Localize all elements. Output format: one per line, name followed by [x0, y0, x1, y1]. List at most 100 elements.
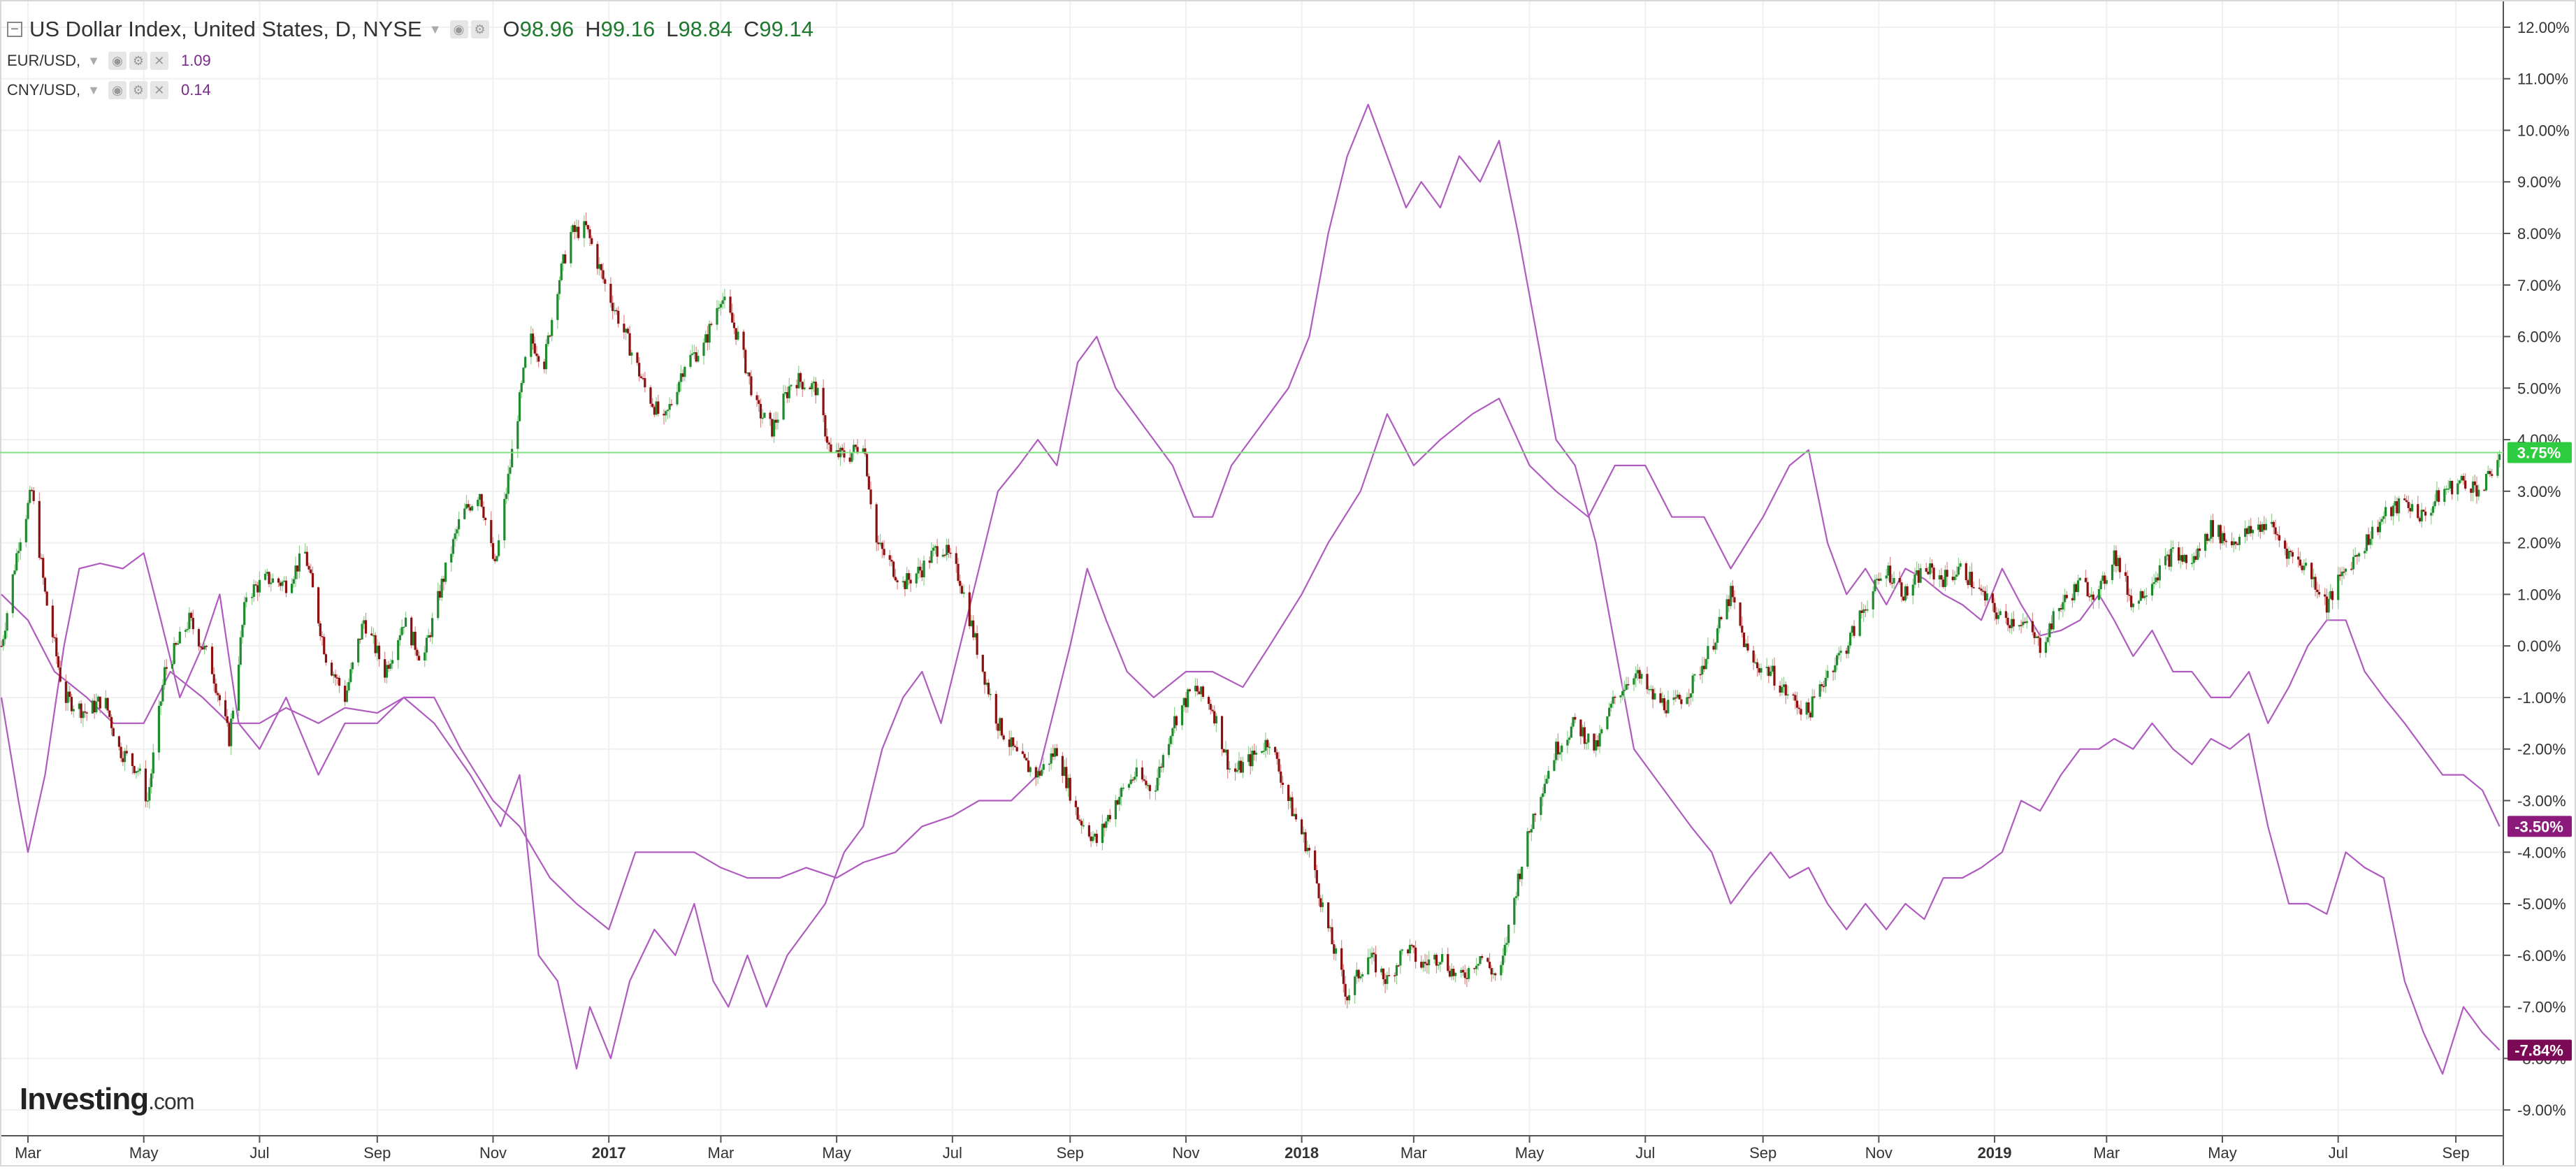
candle-body: [2143, 595, 2146, 598]
candle-body: [1454, 972, 1457, 976]
candle-body: [64, 681, 67, 703]
candle-body: [437, 591, 440, 619]
candle-body: [2430, 512, 2433, 516]
candle-body: [2206, 533, 2208, 541]
chevron-down-icon[interactable]: ▼: [428, 22, 442, 36]
candle-body: [1209, 704, 1212, 710]
candle-body: [2257, 524, 2260, 530]
eye-icon[interactable]: ◉: [108, 81, 126, 99]
candle-body: [417, 656, 421, 661]
candle-body: [1291, 797, 1294, 816]
candle-body: [2384, 507, 2387, 517]
candle-body: [1860, 610, 1863, 613]
candle-body: [1141, 767, 1144, 780]
candle-body: [681, 373, 684, 377]
candle-body: [1890, 582, 1893, 584]
candle-body: [1106, 815, 1110, 822]
eye-icon[interactable]: ◉: [108, 52, 126, 70]
candle-body: [920, 570, 923, 578]
close-icon[interactable]: ✕: [150, 81, 168, 99]
candle-body: [968, 592, 971, 626]
candle-body: [2291, 552, 2294, 557]
candle-body: [177, 643, 180, 645]
candle-body: [1547, 770, 1550, 779]
ohlc-low: L98.84: [666, 17, 733, 41]
candle-body: [786, 392, 789, 398]
candle-body: [2219, 525, 2222, 544]
candle-body: [412, 631, 415, 646]
candle-body: [2436, 490, 2438, 502]
candle-body: [281, 582, 284, 586]
candle-body: [430, 618, 434, 637]
candle-body: [1494, 973, 1497, 976]
x-tick-label: Nov: [1865, 1144, 1893, 1162]
candle-body: [444, 562, 447, 582]
candle-body: [919, 566, 922, 571]
candle-body: [1354, 976, 1356, 995]
candle-body: [774, 419, 777, 423]
candle-body: [2128, 594, 2131, 596]
candle-body: [1093, 833, 1097, 837]
candle-body: [85, 712, 88, 714]
candle-body: [424, 652, 426, 661]
candle-body: [583, 221, 586, 238]
candle-body: [442, 578, 445, 582]
x-tick-label: May: [1515, 1144, 1544, 1162]
candle-body: [1781, 686, 1783, 693]
candle-body: [586, 225, 589, 230]
candle-body: [2420, 510, 2423, 521]
candle-body: [2352, 556, 2355, 570]
y-tick-label: -5.00%: [2517, 895, 2566, 913]
candle-body: [1773, 665, 1776, 686]
x-tick-label: Jul: [2329, 1144, 2348, 1162]
candle-body: [1929, 563, 1932, 575]
candle-body: [122, 758, 124, 763]
candle-body: [1215, 716, 1217, 723]
candle-body: [1964, 563, 1967, 581]
candle-body: [1585, 742, 1588, 744]
candle-body: [1460, 969, 1463, 973]
candle-body: [875, 504, 878, 543]
candle-body: [1566, 739, 1569, 746]
candle-body: [1985, 593, 1988, 601]
candle-body: [1187, 689, 1189, 707]
candle-body: [258, 579, 261, 593]
candle-body: [2099, 581, 2102, 589]
candle-body: [1188, 689, 1191, 691]
candle-body: [695, 352, 697, 362]
candle-body: [2086, 582, 2089, 597]
candle-body: [1401, 949, 1404, 951]
gear-icon[interactable]: ⚙: [470, 20, 489, 38]
candle-body: [1648, 689, 1651, 691]
candle-body: [788, 386, 790, 398]
candle-body: [1598, 733, 1601, 747]
candle-body: [1387, 975, 1391, 976]
candle-body: [2299, 559, 2301, 566]
chevron-down-icon[interactable]: ▼: [87, 82, 100, 97]
candle-body: [364, 620, 368, 634]
candle-body: [642, 377, 644, 380]
candle-body: [135, 771, 138, 774]
candle-body: [83, 711, 87, 713]
eye-icon[interactable]: ◉: [449, 20, 468, 38]
gear-icon[interactable]: ⚙: [129, 52, 147, 70]
gear-icon[interactable]: ⚙: [129, 81, 147, 99]
candle-body: [271, 578, 275, 583]
candle-body: [389, 663, 392, 669]
candle-body: [1397, 965, 1400, 967]
candle-body: [1636, 670, 1639, 674]
candle-body: [2470, 489, 2473, 493]
candle-body: [1264, 739, 1267, 751]
chevron-down-icon[interactable]: ▼: [87, 53, 100, 68]
candle-body: [1241, 762, 1245, 773]
candle-body: [917, 566, 920, 574]
candle-body: [1983, 591, 1987, 601]
close-icon[interactable]: ✕: [150, 52, 168, 70]
candle-body: [15, 553, 18, 571]
candle-body: [1554, 742, 1558, 760]
collapse-legend-icon[interactable]: −: [7, 22, 22, 37]
candle-body: [480, 493, 483, 507]
candle-body: [1612, 696, 1614, 704]
